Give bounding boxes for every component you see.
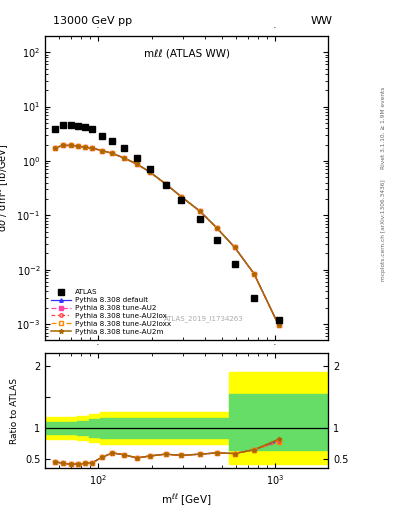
Text: mcplots.cern.ch [arXiv:1306.3436]: mcplots.cern.ch [arXiv:1306.3436] <box>381 180 386 281</box>
Text: WW: WW <box>311 16 333 27</box>
Y-axis label: Ratio to ATLAS: Ratio to ATLAS <box>10 378 19 444</box>
Legend: ATLAS, Pythia 8.308 default, Pythia 8.308 tune-AU2, Pythia 8.308 tune-AU2lox, Py: ATLAS, Pythia 8.308 default, Pythia 8.30… <box>49 287 173 337</box>
Text: ATLAS_2019_I1734263: ATLAS_2019_I1734263 <box>164 315 244 322</box>
Text: mℓℓ (ATLAS WW): mℓℓ (ATLAS WW) <box>144 48 230 58</box>
Text: Rivet 3.1.10, ≥ 1.9M events: Rivet 3.1.10, ≥ 1.9M events <box>381 87 386 169</box>
Text: 13000 GeV pp: 13000 GeV pp <box>53 16 132 27</box>
Y-axis label: d$\sigma$ / dm$^{\ell\ell}$ [fb/GeV]: d$\sigma$ / dm$^{\ell\ell}$ [fb/GeV] <box>0 144 11 232</box>
X-axis label: m$^{\ell\ell}$ [GeV]: m$^{\ell\ell}$ [GeV] <box>162 493 212 508</box>
